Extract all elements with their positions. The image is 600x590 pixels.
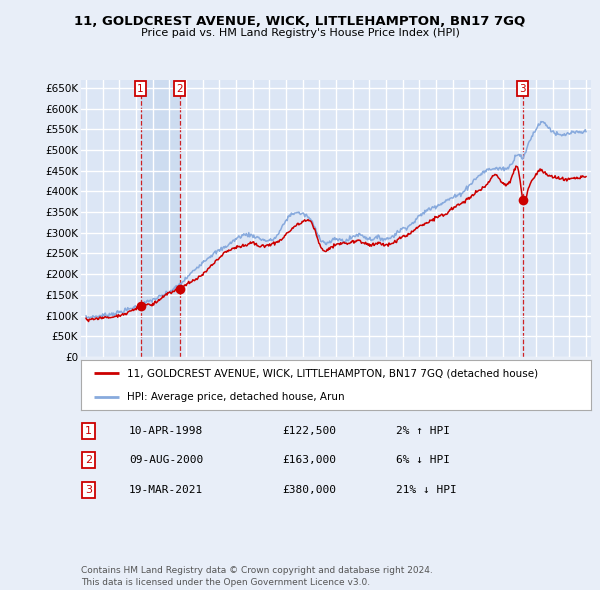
Text: 3: 3: [520, 84, 526, 94]
Text: £122,500: £122,500: [282, 426, 336, 435]
Text: Contains HM Land Registry data © Crown copyright and database right 2024.
This d: Contains HM Land Registry data © Crown c…: [81, 566, 433, 587]
Text: 10-APR-1998: 10-APR-1998: [129, 426, 203, 435]
Text: 09-AUG-2000: 09-AUG-2000: [129, 455, 203, 465]
Text: 2: 2: [176, 84, 183, 94]
Text: 21% ↓ HPI: 21% ↓ HPI: [396, 485, 457, 494]
Text: 6% ↓ HPI: 6% ↓ HPI: [396, 455, 450, 465]
Text: 11, GOLDCREST AVENUE, WICK, LITTLEHAMPTON, BN17 7GQ: 11, GOLDCREST AVENUE, WICK, LITTLEHAMPTO…: [74, 15, 526, 28]
Text: 11, GOLDCREST AVENUE, WICK, LITTLEHAMPTON, BN17 7GQ (detached house): 11, GOLDCREST AVENUE, WICK, LITTLEHAMPTO…: [127, 368, 538, 378]
Text: 1: 1: [85, 426, 92, 435]
Text: Price paid vs. HM Land Registry's House Price Index (HPI): Price paid vs. HM Land Registry's House …: [140, 28, 460, 38]
Text: 2% ↑ HPI: 2% ↑ HPI: [396, 426, 450, 435]
Text: 2: 2: [85, 455, 92, 465]
Text: £380,000: £380,000: [282, 485, 336, 494]
Text: 3: 3: [85, 485, 92, 494]
Text: HPI: Average price, detached house, Arun: HPI: Average price, detached house, Arun: [127, 392, 344, 402]
Text: 1: 1: [137, 84, 144, 94]
Text: 19-MAR-2021: 19-MAR-2021: [129, 485, 203, 494]
Text: £163,000: £163,000: [282, 455, 336, 465]
Bar: [140, 80, 179, 357]
